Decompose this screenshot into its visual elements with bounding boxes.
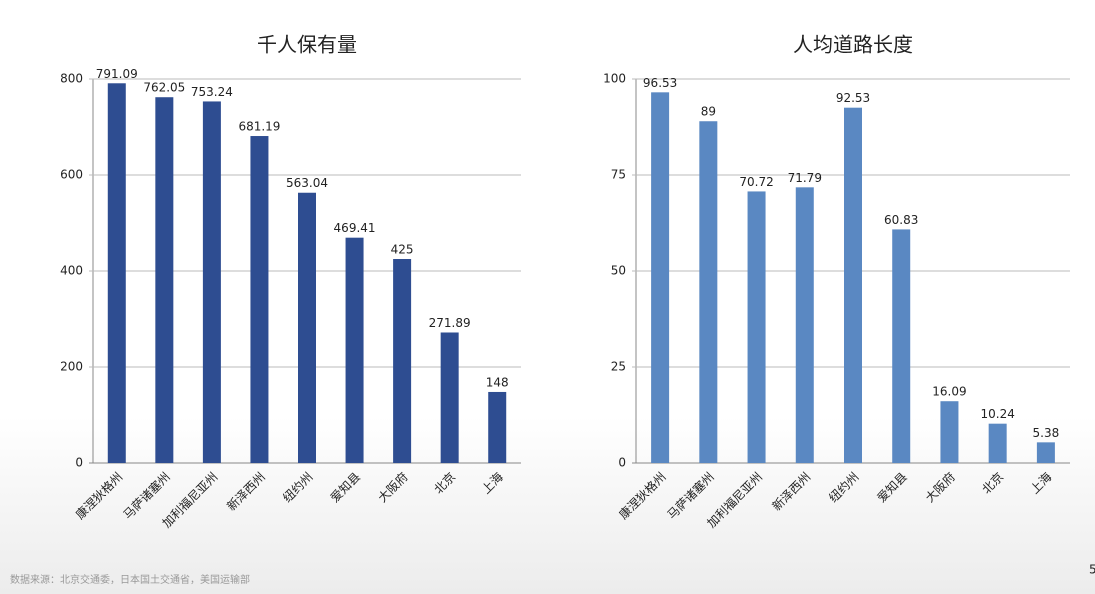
value-label: 89	[701, 105, 716, 119]
bar	[488, 391, 507, 463]
x-tick-label: 新泽西州	[223, 469, 268, 514]
value-label: 16.09	[932, 385, 966, 399]
value-label: 563.04	[286, 176, 328, 190]
value-label: 5.38	[1033, 426, 1060, 440]
bar	[795, 187, 814, 463]
x-tick-label: 纽约州	[280, 469, 316, 505]
y-tick-label: 0	[75, 456, 83, 470]
y-tick-label: 25	[611, 360, 626, 374]
bar	[393, 259, 412, 463]
x-tick-label: 新泽西州	[769, 469, 814, 514]
y-tick-label: 600	[60, 168, 83, 182]
value-label: 271.89	[429, 316, 471, 330]
chart-title: 千人保有量	[257, 33, 357, 57]
bar	[747, 191, 766, 464]
bar	[892, 229, 911, 463]
value-label: 60.83	[884, 213, 918, 227]
value-label: 70.72	[739, 175, 773, 189]
y-tick-label: 200	[60, 360, 83, 374]
bar	[844, 107, 862, 463]
bar	[940, 401, 959, 463]
x-tick-label: 上海	[1027, 469, 1055, 497]
x-tick-label: 纽约州	[826, 469, 862, 505]
y-tick-label: 800	[60, 72, 83, 86]
y-tick-label: 400	[60, 264, 83, 278]
x-tick-label: 大阪府	[922, 469, 958, 505]
value-label: 681.19	[238, 120, 280, 134]
bar	[155, 97, 174, 463]
bar	[345, 237, 364, 463]
bar	[440, 332, 459, 463]
y-tick-label: 75	[611, 168, 626, 182]
x-tick-label: 马萨诸塞州	[664, 469, 717, 522]
y-tick-label: 0	[618, 456, 626, 470]
bar	[651, 92, 670, 463]
value-label: 71.79	[788, 171, 822, 185]
bar	[699, 121, 718, 464]
value-label: 791.09	[96, 67, 138, 81]
x-tick-label: 康涅狄格州	[72, 469, 125, 522]
x-tick-label: 爱知县	[874, 470, 909, 505]
value-label: 148	[486, 375, 509, 389]
value-label: 92.53	[836, 91, 870, 105]
bar	[988, 423, 1007, 463]
bar	[298, 192, 316, 464]
x-tick-label: 北京	[979, 470, 1006, 497]
page-number: 5	[1089, 563, 1095, 577]
bar	[1036, 442, 1055, 463]
value-label: 469.41	[334, 221, 376, 235]
bar	[202, 101, 221, 464]
x-tick-label: 爱知县	[328, 470, 363, 505]
value-label: 762.05	[143, 81, 185, 95]
bar	[107, 83, 126, 464]
x-tick-label: 北京	[431, 470, 458, 497]
x-tick-label: 大阪府	[375, 469, 411, 505]
x-tick-label: 上海	[478, 469, 506, 497]
value-label: 10.24	[980, 407, 1014, 421]
y-tick-label: 50	[611, 264, 626, 278]
value-label: 96.53	[643, 76, 677, 90]
y-tick-label: 100	[603, 72, 626, 86]
x-tick-label: 康涅狄格州	[616, 469, 669, 522]
value-label: 753.24	[191, 85, 233, 99]
value-label: 425	[391, 243, 414, 257]
source-note: 数据来源：北京交通委，日本国土交通省，美国运输部	[10, 573, 250, 586]
chart-title: 人均道路长度	[793, 33, 913, 57]
bar	[250, 136, 269, 463]
